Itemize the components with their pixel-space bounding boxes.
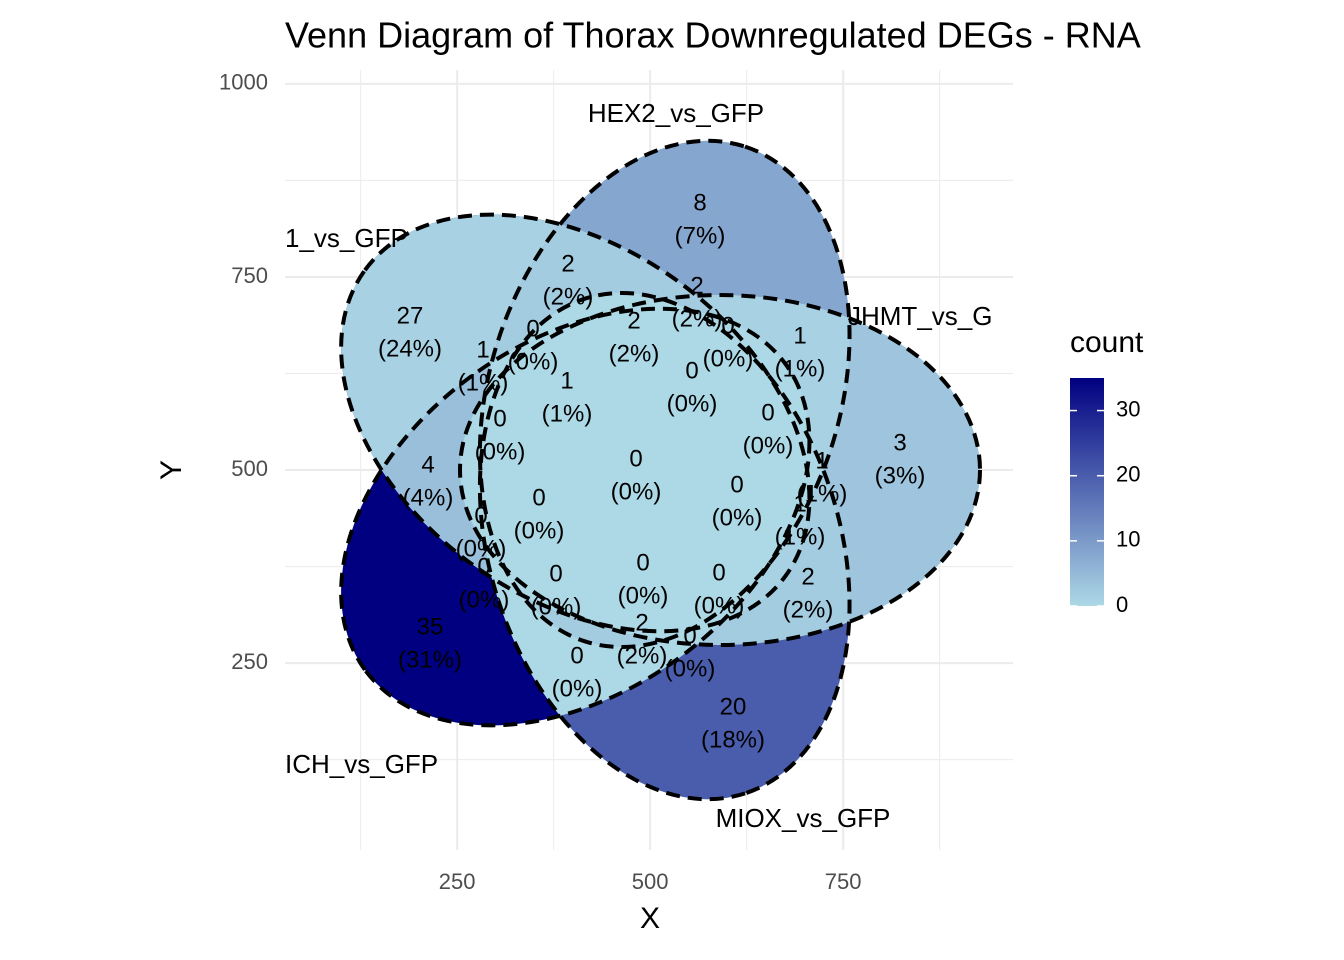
region-count: 0 <box>629 445 642 472</box>
region-percent: (1%) <box>797 480 848 507</box>
region-percent: (0%) <box>694 592 745 619</box>
region-count: 0 <box>761 399 774 426</box>
region-count: 0 <box>474 502 487 529</box>
set-outline <box>477 290 852 802</box>
region-count: 2 <box>635 609 648 636</box>
region-percent: (2%) <box>672 305 723 332</box>
region-count: 2 <box>801 563 814 590</box>
region-percent: (0%) <box>514 517 565 544</box>
region-count: 0 <box>721 312 734 339</box>
region-count: 3 <box>893 429 906 456</box>
region-percent: (2%) <box>609 340 660 367</box>
region-count: 0 <box>712 559 725 586</box>
region-count: 0 <box>730 471 743 498</box>
legend-title: count <box>1070 326 1144 359</box>
region-count: 0 <box>532 484 545 511</box>
region-percent: (0%) <box>531 593 582 620</box>
region-count: 1 <box>476 336 489 363</box>
region-count: 27 <box>397 302 424 329</box>
legend-colorbar <box>1070 378 1104 606</box>
region-percent: (7%) <box>675 222 726 249</box>
set-label: ICH_vs_GFP <box>285 749 438 779</box>
region-count: 0 <box>493 405 506 432</box>
x-tick-label: 750 <box>825 869 862 894</box>
region-percent: (2%) <box>543 283 594 310</box>
x-axis-title: X <box>640 902 660 935</box>
region-count: 2 <box>561 250 574 277</box>
region-percent: (31%) <box>398 646 462 673</box>
y-tick-label: 1000 <box>219 70 268 95</box>
region-percent: (1%) <box>775 523 826 550</box>
region-percent: (24%) <box>378 335 442 362</box>
set-label: 1_vs_GFP <box>285 223 408 253</box>
region-percent: (0%) <box>703 345 754 372</box>
region-count: 0 <box>477 553 490 580</box>
legend-tick-label: 20 <box>1116 462 1140 487</box>
region-percent: (2%) <box>617 642 668 669</box>
set-label: MIOX_vs_GFP <box>716 803 891 833</box>
region-percent: (0%) <box>712 504 763 531</box>
region-count: 2 <box>627 307 640 334</box>
set-outline <box>458 293 982 647</box>
region-count: 0 <box>526 315 539 342</box>
region-count: 4 <box>421 451 434 478</box>
region-count: 1 <box>560 367 573 394</box>
region-count: 0 <box>636 549 649 576</box>
legend-tick-label: 10 <box>1116 527 1140 552</box>
legend-tick-label: 30 <box>1116 396 1140 421</box>
region-count: 1 <box>793 322 806 349</box>
x-tick-label: 250 <box>439 869 476 894</box>
chart-title: Venn Diagram of Thorax Downregulated DEG… <box>285 15 1141 56</box>
region-count: 1 <box>815 447 828 474</box>
region-percent: (18%) <box>701 726 765 753</box>
set-label: JHMT_vs_G <box>848 301 992 331</box>
x-tick-label: 500 <box>632 869 669 894</box>
set-label: HEX2_vs_GFP <box>588 98 764 128</box>
set-outline <box>339 306 812 728</box>
set-outline <box>477 138 852 650</box>
region-count: 0 <box>683 622 696 649</box>
y-axis-title: Y <box>155 460 188 480</box>
y-tick-label: 750 <box>231 263 268 288</box>
region-percent: (0%) <box>552 675 603 702</box>
region-percent: (1%) <box>542 400 593 427</box>
region-percent: (0%) <box>508 348 559 375</box>
region-count: 20 <box>720 693 747 720</box>
region-percent: (1%) <box>458 369 509 396</box>
region-percent: (1%) <box>775 355 826 382</box>
legend-tick-label: 0 <box>1116 592 1128 617</box>
region-count: 2 <box>690 272 703 299</box>
region-percent: (0%) <box>611 478 662 505</box>
region-percent: (3%) <box>875 462 926 489</box>
y-tick-label: 500 <box>231 456 268 481</box>
region-percent: (0%) <box>456 535 507 562</box>
region-percent: (0%) <box>475 438 526 465</box>
region-percent: (0%) <box>618 582 669 609</box>
y-tick-label: 250 <box>231 649 268 674</box>
region-percent: (0%) <box>743 432 794 459</box>
region-percent: (2%) <box>783 596 834 623</box>
region-count: 8 <box>693 189 706 216</box>
region-percent: (4%) <box>403 484 454 511</box>
region-count: 0 <box>685 357 698 384</box>
region-count: 35 <box>417 613 444 640</box>
region-percent: (0%) <box>667 390 718 417</box>
region-count: 0 <box>549 560 562 587</box>
region-count: 1 <box>793 490 806 517</box>
region-percent: (0%) <box>459 586 510 613</box>
region-percent: (0%) <box>665 655 716 682</box>
region-count: 0 <box>570 642 583 669</box>
